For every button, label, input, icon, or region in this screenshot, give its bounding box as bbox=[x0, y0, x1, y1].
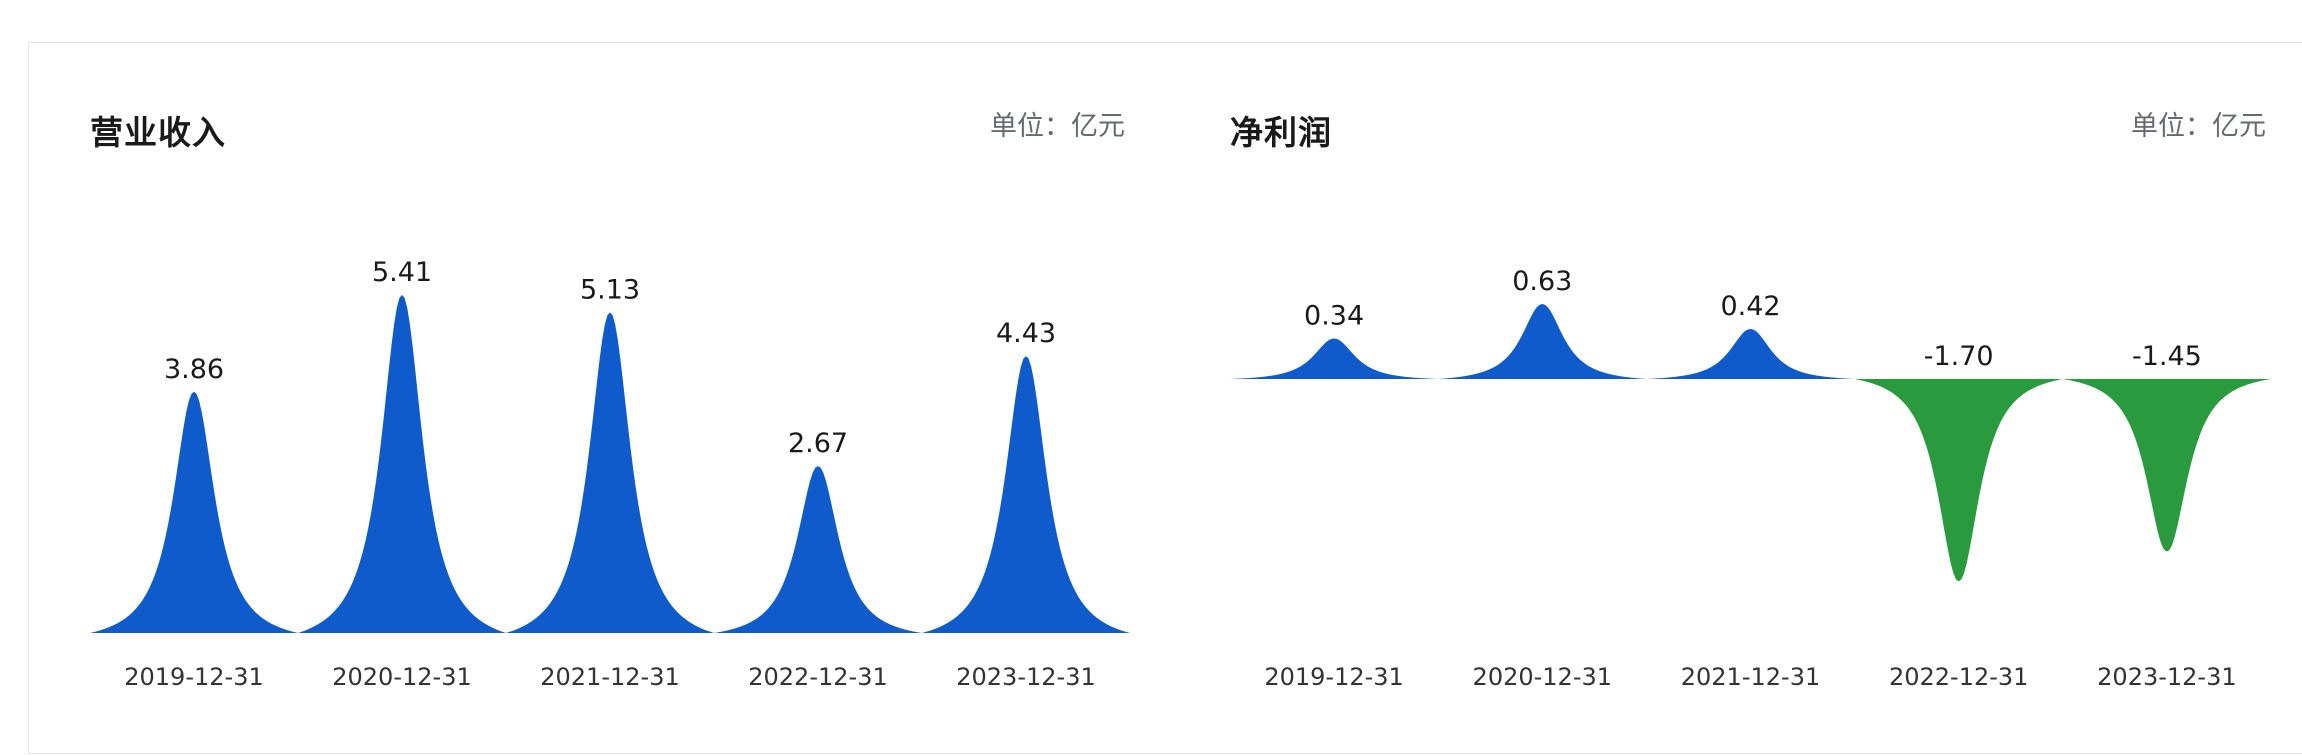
net-profit-peak-2 bbox=[1646, 329, 1855, 379]
net-profit-unit-label: 单位：亿元 bbox=[2131, 111, 2266, 142]
net-profit-x-label-2: 2021-12-31 bbox=[1681, 663, 1820, 691]
net-profit-x-label-4: 2023-12-31 bbox=[2097, 663, 2236, 691]
net-profit-peak-0 bbox=[1230, 338, 1439, 379]
revenue-x-label-1: 2020-12-31 bbox=[332, 663, 471, 691]
revenue-value-label-2: 5.13 bbox=[580, 274, 640, 305]
net-profit-x-label-0: 2019-12-31 bbox=[1264, 663, 1403, 691]
net-profit-peak-4 bbox=[2062, 379, 2271, 552]
revenue-value-label-0: 3.86 bbox=[164, 354, 224, 385]
revenue-peak-1 bbox=[298, 294, 506, 633]
net-profit-x-label-3: 2022-12-31 bbox=[1889, 663, 2028, 691]
revenue-value-label-3: 2.67 bbox=[788, 428, 848, 459]
revenue-x-label-3: 2022-12-31 bbox=[748, 663, 887, 691]
net-profit-value-label-0: 0.34 bbox=[1304, 301, 1364, 332]
revenue-title: 营业收入 bbox=[90, 113, 226, 152]
net-profit-title: 净利润 bbox=[1230, 113, 1332, 152]
revenue-x-label-0: 2019-12-31 bbox=[124, 663, 263, 691]
revenue-peak-4 bbox=[922, 356, 1130, 633]
revenue-peak-2 bbox=[506, 312, 714, 633]
revenue-unit-label: 单位：亿元 bbox=[990, 111, 1125, 142]
net-profit-value-label-3: -1.70 bbox=[1924, 341, 1994, 372]
net-profit-peak-3 bbox=[1854, 379, 2063, 582]
revenue-value-label-1: 5.41 bbox=[372, 257, 432, 288]
revenue-peak-0 bbox=[90, 391, 298, 633]
net-profit-value-label-2: 0.42 bbox=[1720, 291, 1780, 322]
revenue-value-label-4: 4.43 bbox=[996, 318, 1056, 349]
net-profit-x-label-1: 2020-12-31 bbox=[1473, 663, 1612, 691]
net-profit-value-label-1: 0.63 bbox=[1512, 266, 1572, 297]
revenue-x-label-4: 2023-12-31 bbox=[956, 663, 1095, 691]
revenue-x-label-2: 2021-12-31 bbox=[540, 663, 679, 691]
revenue-peak-3 bbox=[714, 466, 922, 633]
net-profit-peak-1 bbox=[1438, 304, 1647, 379]
net-profit-value-label-4: -1.45 bbox=[2132, 341, 2202, 372]
